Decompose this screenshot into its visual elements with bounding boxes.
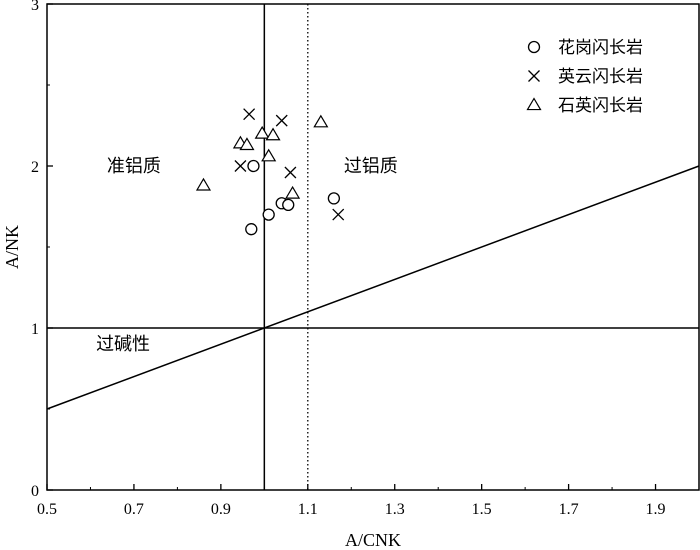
data-points [195,108,345,236]
x-tick-label: 1.1 [298,501,318,518]
x-tick-label: 0.9 [211,501,231,518]
x-tick-label: 1.9 [646,501,666,518]
region-label: 过铝质 [344,156,398,177]
legend-marker-cross [528,70,540,82]
region-label: 过碱性 [96,334,150,355]
y-axis-title: A/NK [2,225,22,269]
data-point-cross [275,114,288,127]
x-axis-title: A/CNK [345,530,401,550]
x-tick-label: 1.5 [472,501,492,518]
legend-marker-circle [527,40,541,54]
data-point-triangle [285,185,301,199]
data-point-triangle [239,137,255,151]
data-point-triangle [265,127,281,141]
data-point-cross [284,166,297,179]
data-point-triangle [195,177,212,191]
y-tick-label: 0 [31,483,39,500]
x-tick-label: 0.5 [37,501,57,518]
x-tick-label: 0.7 [124,501,144,518]
legend-label: 石英闪长岩 [558,96,643,116]
region-label: 准铝质 [107,156,161,177]
data-point-circle [282,198,295,212]
legend-label: 英云闪长岩 [558,67,643,87]
legend-marker-triangle [526,97,542,111]
y-tick-label: 3 [31,0,39,14]
data-point-triangle [254,125,270,139]
legend-label: 花岗闪长岩 [558,38,643,58]
y-tick-label: 1 [31,321,39,338]
x-tick-label: 1.7 [559,501,579,518]
reference-lines [46,4,700,490]
data-point-triangle [313,114,329,128]
data-point-cross [234,160,247,172]
reference-line-3 [46,165,700,410]
data-point-cross [243,108,256,121]
data-point-triangle [261,148,277,162]
y-tick-label: 2 [31,159,39,176]
data-point-circle [262,208,275,221]
data-point-circle [327,192,341,205]
data-point-circle [247,159,260,173]
data-point-circle [245,223,258,236]
x-tick-label: 1.3 [385,501,405,518]
data-point-cross [332,208,345,221]
